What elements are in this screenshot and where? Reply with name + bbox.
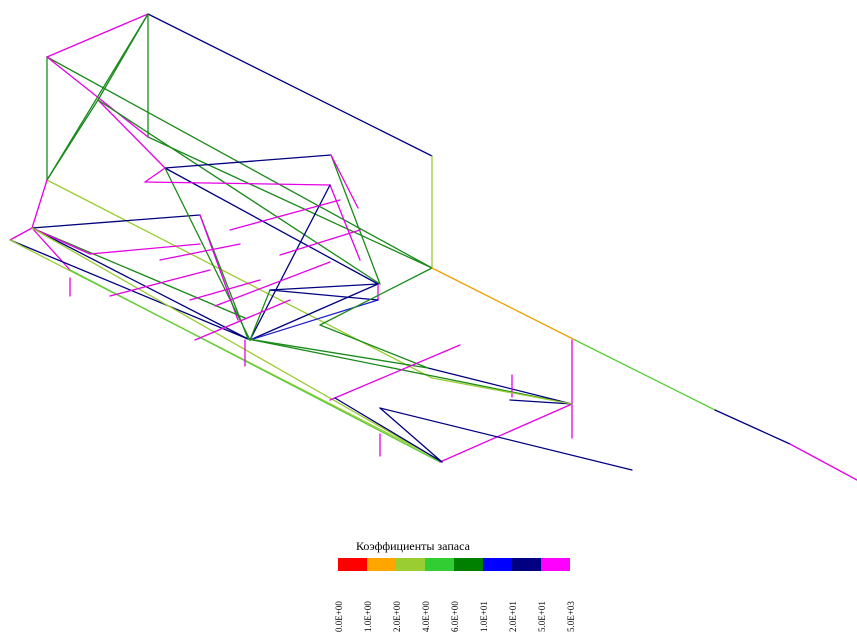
truss-member [431,377,573,405]
truss-member [9,227,33,241]
truss-member [31,214,201,229]
truss-member [574,339,716,411]
truss-member [164,167,251,341]
truss-member [789,443,857,481]
truss-member [46,179,433,379]
truss-member [431,267,576,341]
truss-member [427,367,573,405]
truss-member [147,13,433,157]
truss-member [247,338,429,369]
truss-member [144,167,166,183]
truss-member [164,167,379,285]
truss-member [379,407,633,471]
truss-member [714,409,791,445]
truss-member [46,99,99,181]
truss-member [329,344,461,401]
truss-member [229,199,341,231]
truss-member [31,227,71,271]
truss-member [379,407,443,463]
truss-member [269,289,379,301]
truss-member [319,267,433,326]
truss-member [439,403,573,463]
truss-member [247,338,573,405]
truss-member [194,299,291,341]
truss-member [89,243,201,255]
truss-member [31,227,91,255]
truss-member [214,261,331,307]
truss-member [249,299,379,341]
truss-member [319,324,429,369]
truss-member [31,227,443,463]
truss-member [269,283,379,291]
truss-member [97,99,381,285]
truss-member [46,13,149,58]
truss-member [31,227,246,319]
truss-member [159,243,241,261]
truss-member [109,269,211,297]
truss-member [69,269,441,463]
truss-member [144,181,331,186]
truss-member [279,229,361,256]
truss-member [97,99,166,169]
truss-member [334,397,443,463]
truss-member [164,154,332,169]
truss-member [189,279,261,301]
truss-member [330,154,359,209]
truss-member [9,239,249,340]
truss-member [249,184,331,341]
truss-member [329,184,361,261]
truss-member [249,289,271,341]
truss-member [31,227,249,340]
truss-member [330,154,381,285]
truss-member [249,283,379,341]
truss-member [46,13,149,181]
truss-member [509,399,573,405]
truss-member [31,179,48,229]
truss-member [147,136,433,269]
